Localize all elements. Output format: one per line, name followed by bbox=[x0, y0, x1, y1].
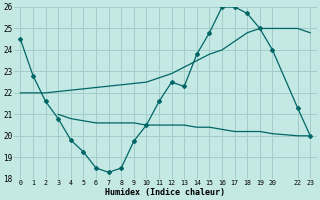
X-axis label: Humidex (Indice chaleur): Humidex (Indice chaleur) bbox=[105, 188, 225, 197]
